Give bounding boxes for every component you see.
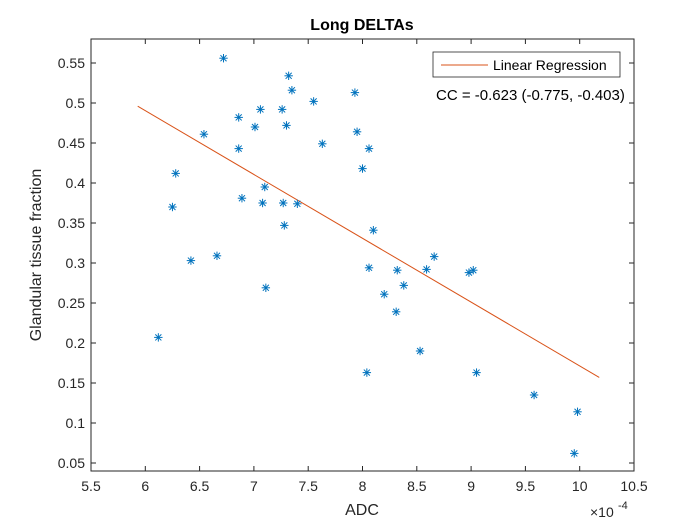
data-point: [399, 281, 408, 290]
data-point: [358, 164, 367, 173]
data-point: [199, 130, 209, 139]
data-point: [380, 290, 389, 299]
x-tick-label: 9: [467, 478, 475, 494]
regression-layer: [137, 105, 600, 378]
y-tick-label: 0.45: [58, 135, 85, 151]
y-tick-label: 0.4: [66, 175, 86, 191]
data-point: [415, 346, 425, 356]
x-tick-label: 9.5: [516, 478, 536, 494]
x-tick-label: 7: [250, 478, 258, 494]
data-point: [256, 105, 265, 114]
data-point: [391, 307, 401, 316]
y-tick-label: 0.05: [58, 455, 85, 471]
data-point: [318, 139, 327, 148]
x-tick-label: 7.5: [298, 478, 318, 494]
data-point: [277, 105, 287, 114]
legend-label: Linear Regression: [493, 57, 607, 73]
data-point: [237, 194, 247, 203]
correlation-annotation: CC = -0.623 (-0.775, -0.403): [436, 87, 625, 104]
y-tick-label: 0.25: [58, 295, 85, 311]
data-point: [154, 333, 163, 342]
x-tick-label: 10: [572, 478, 588, 494]
data-point: [364, 144, 374, 153]
data-point: [280, 221, 289, 230]
x-axis-label: ADC: [345, 502, 379, 519]
data-point: [393, 266, 402, 275]
chart-title: Long DELTAs: [310, 17, 413, 34]
data-point: [570, 449, 579, 458]
data-point: [293, 199, 302, 208]
data-point: [529, 390, 539, 400]
data-point: [279, 198, 288, 208]
data-point: [260, 182, 269, 192]
x-exponent-power: -4: [618, 500, 628, 512]
x-tick-label: 10.5: [620, 478, 647, 494]
points-layer: [154, 54, 582, 458]
data-point: [186, 256, 196, 265]
data-point: [282, 121, 291, 130]
data-point: [219, 54, 228, 63]
x-tick-label: 6.5: [190, 478, 210, 494]
data-point: [364, 263, 374, 272]
data-point: [234, 113, 243, 122]
data-point: [258, 198, 267, 208]
data-point: [168, 202, 177, 212]
plot-frame: [90, 38, 635, 472]
y-tick-label: 0.2: [66, 335, 86, 351]
data-point: [472, 368, 481, 377]
data-point: [250, 122, 260, 132]
plot-area: [91, 39, 634, 471]
y-tick-label: 0.55: [58, 55, 85, 71]
x-exponent-base: ×10: [590, 504, 614, 520]
x-exponent: ×10 -4: [590, 500, 628, 520]
data-point: [287, 86, 297, 95]
y-tick-label: 0.5: [66, 95, 86, 111]
data-point: [350, 88, 360, 97]
data-point: [261, 283, 271, 292]
data-point: [469, 266, 478, 275]
ticks: 5.5 6 6.5 7 7.5 8 8.5 9 9.5 10 10.5 0.05 0.1 0.15 0.2 0…: [58, 39, 648, 494]
data-point: [352, 127, 362, 136]
y-tick-label: 0.1: [66, 415, 86, 431]
x-tick-label: 6: [141, 478, 149, 494]
x-tick-label: 5.5: [81, 478, 101, 494]
data-point: [212, 251, 222, 260]
y-tick-label: 0.3: [66, 255, 86, 271]
data-point: [573, 407, 582, 416]
data-point: [362, 368, 372, 377]
data-point: [429, 252, 439, 261]
data-point: [422, 265, 431, 274]
data-point: [464, 268, 474, 277]
data-point: [234, 144, 243, 153]
regression-line: [137, 105, 600, 378]
legend: Linear Regression: [432, 51, 621, 78]
data-point: [369, 226, 378, 235]
data-point: [309, 97, 318, 106]
y-axis-label: Glandular tissue fraction: [28, 169, 45, 342]
data-point: [171, 169, 180, 178]
x-tick-label: 8.5: [407, 478, 427, 494]
x-tick-label: 8: [359, 478, 367, 494]
data-point: [284, 71, 293, 80]
y-tick-label: 0.15: [58, 375, 85, 391]
y-tick-label: 0.35: [58, 215, 85, 231]
